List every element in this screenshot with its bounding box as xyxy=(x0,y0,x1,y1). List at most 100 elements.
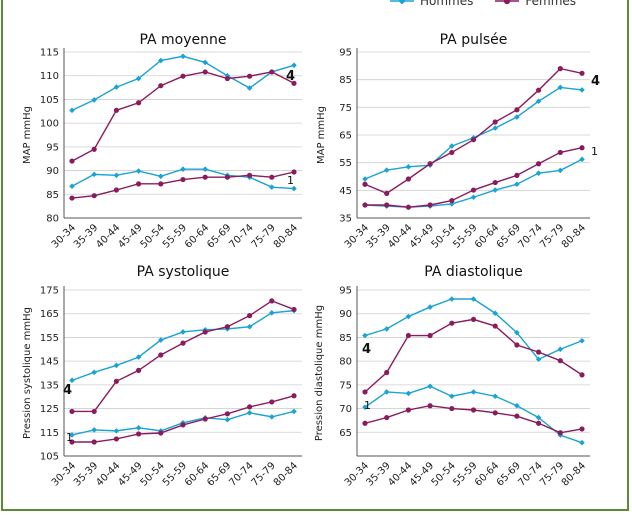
data-point-hommes xyxy=(514,114,520,120)
data-point-hommes xyxy=(535,98,542,105)
data-point-hommes xyxy=(291,62,297,69)
y-tick-label: 80 xyxy=(46,214,59,225)
data-point-femmes xyxy=(69,439,75,445)
x-tick-label: 35-39 xyxy=(72,222,100,250)
legend-item-hommes: Hommes xyxy=(390,0,473,8)
data-point-hommes xyxy=(113,428,120,434)
x-tick-label: 45-49 xyxy=(116,460,144,488)
data-point-hommes xyxy=(449,393,455,400)
data-point-femmes xyxy=(384,369,390,376)
data-point-hommes xyxy=(579,87,585,93)
data-point-femmes xyxy=(557,149,563,156)
legend-swatch-femmes xyxy=(495,0,520,5)
data-point-femmes xyxy=(405,332,411,339)
data-point-femmes xyxy=(384,414,390,421)
data-point-hommes xyxy=(246,410,253,416)
data-point-hommes xyxy=(135,75,142,82)
data-point-femmes xyxy=(536,87,542,93)
data-point-hommes xyxy=(224,416,231,423)
y-tick-label: 65 xyxy=(339,428,352,439)
series-line-femmes-4 xyxy=(364,318,583,393)
data-point-femmes xyxy=(158,352,164,358)
data-point-femmes xyxy=(514,107,520,113)
chart-title: PA systolique xyxy=(137,264,230,280)
y-tick-label: 55 xyxy=(339,158,352,169)
group-annotation: 4 xyxy=(63,383,72,398)
group-annotation: 4 xyxy=(591,74,600,89)
group-annotation: 1 xyxy=(66,431,73,444)
data-point-femmes xyxy=(113,378,119,384)
x-tick-label: 45-49 xyxy=(116,222,144,250)
y-axis-label: Pression systolique mmHg xyxy=(22,307,33,439)
data-point-femmes xyxy=(579,70,585,76)
data-point-femmes xyxy=(91,146,97,152)
data-point-femmes xyxy=(202,329,208,335)
data-point-hommes xyxy=(113,172,120,179)
data-point-femmes xyxy=(269,174,275,180)
data-point-hommes xyxy=(269,414,275,420)
y-tick-label: 75 xyxy=(339,380,352,391)
x-tick-label: 80-84 xyxy=(560,222,588,250)
data-point-femmes xyxy=(492,323,498,329)
data-point-femmes xyxy=(247,73,253,79)
series-line-femmes-4 xyxy=(364,67,583,195)
data-point-hommes xyxy=(492,310,498,317)
data-point-femmes xyxy=(557,66,563,72)
data-point-hommes xyxy=(383,167,390,173)
series-line-hommes-4 xyxy=(364,86,583,180)
data-point-femmes xyxy=(269,69,275,75)
data-point-femmes xyxy=(492,119,498,125)
data-point-hommes xyxy=(180,329,186,335)
x-tick-label: 60-64 xyxy=(183,460,211,488)
data-point-hommes xyxy=(449,296,455,302)
data-point-hommes xyxy=(449,201,455,207)
x-tick-label: 65-69 xyxy=(205,460,233,488)
y-tick-label: 95 xyxy=(339,48,352,59)
data-point-femmes xyxy=(579,426,585,432)
data-point-femmes xyxy=(579,145,585,151)
data-point-femmes xyxy=(492,410,498,416)
data-point-femmes xyxy=(470,137,477,143)
data-point-femmes xyxy=(269,298,275,304)
data-point-femmes xyxy=(180,340,186,346)
data-point-hommes xyxy=(113,362,120,369)
y-tick-label: 95 xyxy=(46,142,59,153)
data-point-femmes xyxy=(247,313,253,319)
data-point-hommes xyxy=(470,296,477,302)
legend-swatch-hommes xyxy=(390,0,414,5)
data-point-femmes xyxy=(405,176,411,182)
x-tick-label: 80-84 xyxy=(272,460,300,488)
data-point-hommes xyxy=(362,176,368,182)
y-tick-label: 115 xyxy=(40,48,59,59)
x-tick-label: 55-59 xyxy=(161,460,189,488)
series-line-femmes-1 xyxy=(72,395,295,443)
data-point-hommes xyxy=(449,143,455,149)
x-tick-label: 80-84 xyxy=(272,222,300,250)
data-point-hommes xyxy=(427,304,433,310)
data-point-hommes xyxy=(113,84,120,90)
data-point-femmes xyxy=(405,407,411,413)
data-point-hommes xyxy=(405,313,412,320)
data-point-hommes xyxy=(383,326,390,332)
x-tick-label: 80-84 xyxy=(560,460,588,488)
y-tick-label: 70 xyxy=(339,404,352,415)
data-point-hommes xyxy=(492,187,498,193)
data-point-hommes xyxy=(135,424,142,431)
data-point-femmes xyxy=(158,181,164,187)
data-point-femmes xyxy=(449,405,455,412)
data-point-femmes xyxy=(180,73,186,79)
data-point-femmes xyxy=(514,413,520,419)
data-point-femmes xyxy=(557,430,563,436)
data-point-femmes xyxy=(384,190,390,196)
data-point-hommes xyxy=(470,194,477,201)
data-point-femmes xyxy=(427,403,433,409)
y-tick-label: 85 xyxy=(46,190,59,201)
legend-item-femmes: Femmes xyxy=(495,0,576,8)
data-point-hommes xyxy=(405,390,412,397)
data-point-femmes xyxy=(69,408,75,415)
data-point-femmes xyxy=(449,320,455,326)
x-tick-label: 70-74 xyxy=(227,460,255,488)
data-point-femmes xyxy=(557,358,563,364)
